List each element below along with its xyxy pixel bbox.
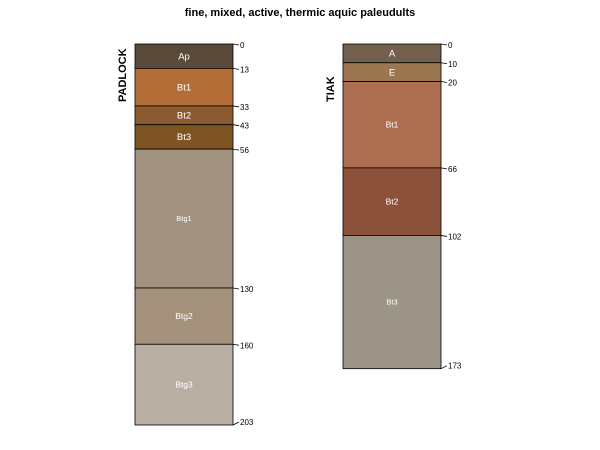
horizon-btg1 <box>134 148 234 289</box>
depth-label: 43 <box>240 122 249 131</box>
depth-label: 56 <box>240 146 249 155</box>
depth-label: 33 <box>240 103 249 112</box>
depth-tick <box>440 235 448 237</box>
horizon-ap <box>134 43 234 69</box>
horizon-bt2 <box>342 167 442 236</box>
profile-name: TIAK <box>325 76 337 102</box>
profiles-layer: PADLOCK Ap Bt1 Bt2 Bt3 Btg1 Btg2 Btg3 0 13 33 43 56 1… <box>117 41 462 427</box>
depth-tick <box>232 148 240 151</box>
horizon-btg3 <box>134 343 234 426</box>
depth-label: 66 <box>448 165 457 174</box>
depth-tick <box>440 167 448 170</box>
horizon-label: Bt3 <box>386 298 397 307</box>
horizon-label: E <box>389 67 395 78</box>
horizon-label: Btg3 <box>175 380 193 390</box>
depth-label: 0 <box>448 41 453 50</box>
horizon-label: Btg2 <box>175 311 193 321</box>
horizon-label: Ap <box>178 52 190 63</box>
depth-tick <box>232 421 240 426</box>
depth-tick <box>440 81 448 83</box>
profile-padlock: PADLOCK Ap Bt1 Bt2 Bt3 Btg1 Btg2 Btg3 0 13 33 43 56 1… <box>117 41 254 427</box>
depth-tick <box>440 43 448 46</box>
horizon-label: A <box>389 49 396 60</box>
depth-label: 130 <box>240 285 254 294</box>
diagram-title: fine, mixed, active, thermic aquic paleu… <box>185 7 415 19</box>
depth-label: 13 <box>240 65 249 74</box>
horizon-label: Bt1 <box>177 82 191 93</box>
depth-label: 0 <box>240 41 245 50</box>
depth-tick <box>232 124 240 127</box>
depth-label: 10 <box>448 60 457 69</box>
horizon-label: Bt3 <box>177 132 191 143</box>
horizon-bt1 <box>342 81 442 169</box>
profile-tiak: TIAK AE Bt1 Bt2 Bt3 0 10 20 66 102 173 <box>325 41 462 371</box>
depth-tick <box>232 105 240 108</box>
profile-name: PADLOCK <box>117 48 129 102</box>
depth-label: 203 <box>240 418 254 427</box>
depth-label: 160 <box>240 341 254 350</box>
horizon-bt1 <box>134 67 234 107</box>
depth-label: 20 <box>448 79 457 88</box>
depth-label: 173 <box>448 362 462 371</box>
depth-label: 102 <box>448 232 462 241</box>
depth-tick <box>232 68 240 70</box>
depth-tick <box>440 365 448 370</box>
horizon-bt3 <box>342 235 442 370</box>
depth-tick <box>440 62 448 65</box>
depth-tick <box>232 287 240 290</box>
depth-tick <box>232 43 240 46</box>
depth-tick <box>232 343 240 346</box>
horizon-label: Bt2 <box>386 197 399 207</box>
horizon-label: Btg1 <box>176 214 191 223</box>
horizon-label: Bt1 <box>386 120 399 130</box>
horizon-label: Bt2 <box>177 111 191 122</box>
horizon-bt3 <box>134 124 234 150</box>
